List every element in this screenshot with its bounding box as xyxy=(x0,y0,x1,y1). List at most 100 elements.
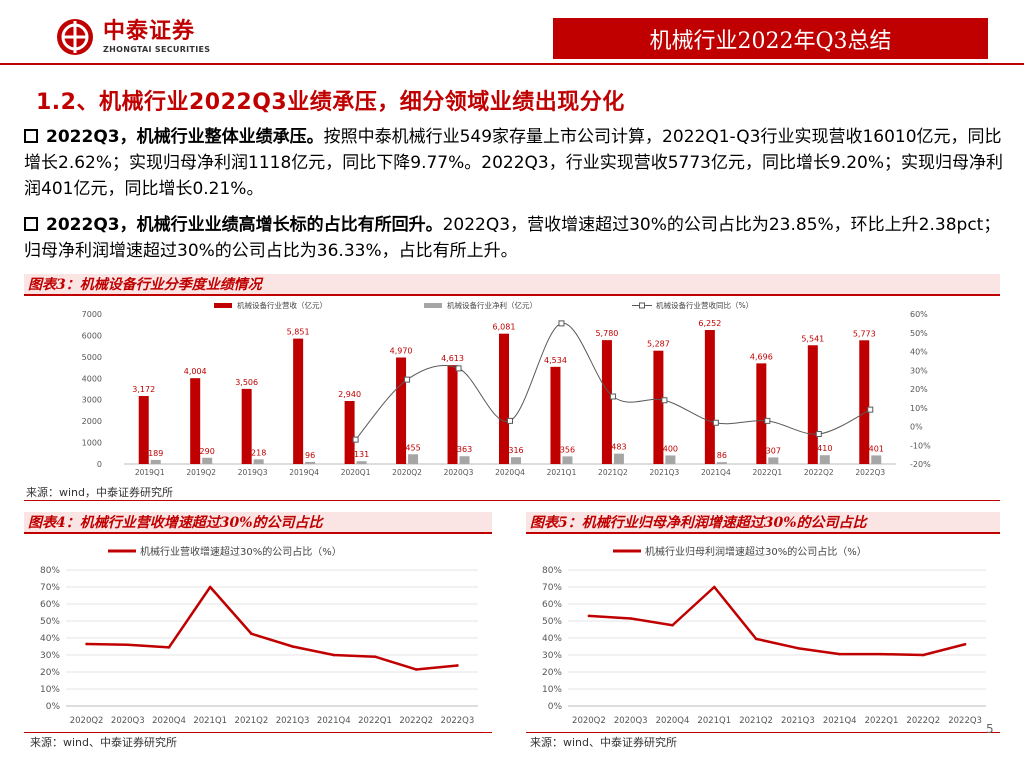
share-point xyxy=(167,646,171,649)
x-tick-label: 2021Q4 xyxy=(701,468,731,477)
share-point xyxy=(963,642,967,646)
page-number: 5 xyxy=(986,722,994,736)
share-point xyxy=(250,632,253,636)
x-tick-label: 2021Q1 xyxy=(547,468,577,477)
yoy-growth-marker xyxy=(558,320,565,327)
revenue-bar xyxy=(807,345,818,464)
checkbox-bullet-icon xyxy=(24,129,38,143)
x-tick-label: 2021Q2 xyxy=(598,468,628,477)
yoy-growth-line xyxy=(355,322,871,440)
y-left-tick-label: 7000 xyxy=(82,310,102,319)
y-tick-label: 10% xyxy=(542,685,562,695)
y-right-tick-label: 10% xyxy=(910,404,928,413)
profit-data-label: 363 xyxy=(457,445,472,454)
y-tick-label: 20% xyxy=(542,668,562,678)
share-point xyxy=(713,585,716,589)
profit-data-label: 483 xyxy=(611,443,626,452)
revenue-data-label: 6,081 xyxy=(493,323,516,332)
profit-data-label: 410 xyxy=(817,444,832,453)
y-left-tick-label: 5000 xyxy=(82,353,102,362)
x-tick-label: 2021Q1 xyxy=(697,716,731,726)
x-tick-label: 2022Q1 xyxy=(752,468,782,477)
yoy-growth-marker xyxy=(507,417,513,424)
revenue-bar xyxy=(756,363,767,464)
paragraph-1: 2022Q3，机械行业整体业绩承压。按照中泰机械行业549家存量上市公司计算，2… xyxy=(24,124,1004,202)
y-tick-label: 40% xyxy=(40,634,60,644)
profit-bar xyxy=(716,462,727,464)
header-divider xyxy=(0,63,1024,65)
x-tick-label: 2020Q4 xyxy=(656,716,690,726)
profit-bar xyxy=(768,457,779,464)
profit-bar xyxy=(150,459,161,464)
revenue-bar xyxy=(859,340,870,464)
y-right-tick-label: 20% xyxy=(910,385,928,394)
profit-bar xyxy=(356,461,367,464)
y-left-tick-label: 2000 xyxy=(82,417,102,426)
profit-data-label: 96 xyxy=(305,451,315,460)
figure-5-title: 图表5：机械行业归母净利润增速超过30%的公司占比 xyxy=(526,512,1000,534)
legend-profit-label: 机械设备行业净利（亿元） xyxy=(447,300,537,310)
share-point xyxy=(126,643,130,647)
yoy-growth-marker xyxy=(404,376,411,383)
y-tick-label: 30% xyxy=(542,651,562,661)
legend-revenue-swatch xyxy=(214,303,232,308)
y-tick-label: 80% xyxy=(40,566,60,576)
y-tick-label: 50% xyxy=(40,617,60,627)
y-left-tick-label: 4000 xyxy=(82,374,102,383)
y-tick-label: 50% xyxy=(542,617,562,627)
share-point xyxy=(587,614,591,618)
figure-3-source: 来源：wind，中泰证券研究所 xyxy=(26,486,174,499)
revenue-bar xyxy=(704,330,715,464)
yoy-growth-marker xyxy=(764,417,771,424)
x-tick-label: 2021Q3 xyxy=(276,716,310,726)
revenue-data-label: 4,696 xyxy=(750,352,773,361)
y-tick-label: 70% xyxy=(40,583,60,593)
profit-data-label: 290 xyxy=(200,447,215,456)
profit-bar xyxy=(613,453,624,464)
logo-en-text: ZHONGTAI SECURITIES xyxy=(103,44,211,54)
profit-bar xyxy=(511,457,521,464)
x-tick-label: 2020Q4 xyxy=(495,468,525,477)
revenue-data-label: 4,613 xyxy=(441,354,464,363)
figure-3-title: 图表3：机械设备行业分季度业绩情况 xyxy=(24,274,1000,296)
revenue-bar xyxy=(550,366,561,464)
yoy-growth-marker xyxy=(352,436,359,443)
revenue-bar xyxy=(241,388,252,464)
y-right-tick-label: 50% xyxy=(910,329,928,338)
y-right-tick-label: -10% xyxy=(910,441,931,450)
zhongtai-logo-icon xyxy=(57,19,93,55)
revenue-data-label: 4,970 xyxy=(390,347,413,356)
paragraph-2: 2022Q3，机械行业业绩高增长标的占比有所回升。2022Q3，营收增速超过30… xyxy=(24,212,1004,264)
profit-bar xyxy=(459,456,470,464)
revenue-bar xyxy=(190,378,201,464)
x-tick-label: 2022Q1 xyxy=(358,716,392,726)
checkbox-bullet-icon xyxy=(24,217,38,231)
revenue-bar xyxy=(447,365,458,464)
share-point xyxy=(922,653,925,657)
y-right-tick-label: -20% xyxy=(910,460,931,469)
profit-bar xyxy=(871,455,882,464)
section-title: 1.2、机械行业2022Q3业绩承压，细分领域业绩出现分化 xyxy=(36,90,625,115)
yoy-growth-marker xyxy=(867,406,874,413)
yoy-growth-marker xyxy=(609,393,616,400)
revenue-bar xyxy=(293,338,304,464)
x-tick-label: 2020Q2 xyxy=(572,716,606,726)
revenue-data-label: 3,506 xyxy=(235,378,258,387)
y-left-tick-label: 0 xyxy=(97,460,102,469)
y-left-tick-label: 6000 xyxy=(82,331,102,340)
paragraph-2-lead: 2022Q3，机械行业业绩高增长标的占比有所回升。 xyxy=(46,215,443,235)
x-tick-label: 2022Q2 xyxy=(399,716,433,726)
company-logo: 中泰证券 ZHONGTAI SECURITIES xyxy=(55,17,210,57)
legend-label: 机械行业归母利润增速超过30%的公司占比（%） xyxy=(645,545,867,558)
share-point xyxy=(373,655,377,658)
share-point xyxy=(456,664,459,667)
x-tick-label: 2020Q1 xyxy=(341,468,371,477)
share-line xyxy=(588,585,966,657)
x-tick-label: 2020Q2 xyxy=(392,468,422,477)
revenue-data-label: 5,541 xyxy=(801,334,824,343)
figure-4-title: 图表4：机械行业营收增速超过30%的公司占比 xyxy=(24,512,492,534)
y-left-tick-label: 3000 xyxy=(82,396,102,405)
profit-data-label: 401 xyxy=(869,444,884,453)
x-tick-label: 2020Q3 xyxy=(444,468,474,477)
yoy-growth-marker xyxy=(712,419,719,426)
